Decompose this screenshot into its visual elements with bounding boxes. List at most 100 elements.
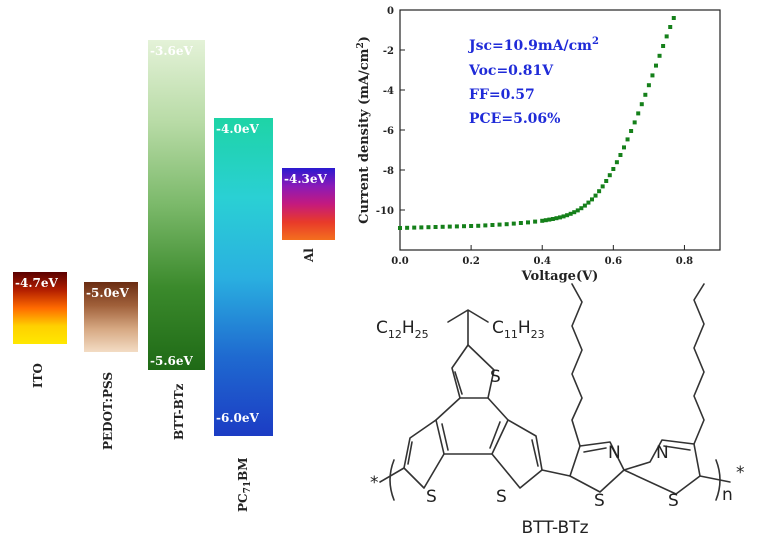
y-tick-label: -8 xyxy=(383,166,394,177)
data-point xyxy=(497,222,502,227)
x-tick-label: 0.4 xyxy=(534,256,551,267)
jv-chart: 0.0 0.2 0.4 0.6 0.8 0-2-4-6-8-10 Voltage(V) … xyxy=(356,6,721,284)
right-thiophene xyxy=(491,419,543,489)
data-point xyxy=(643,92,648,97)
end-bond-right xyxy=(699,475,731,483)
pc71bm-homo-label: -6.0eV xyxy=(216,411,259,425)
data-point xyxy=(625,137,630,142)
thiazole-1 xyxy=(569,441,625,493)
data-point xyxy=(579,206,584,211)
data-point xyxy=(440,224,445,229)
data-point xyxy=(565,213,570,218)
y-axis-label-main: Current density (mA/cm xyxy=(357,48,372,224)
pc71bm-lumo-label: -4.0eV xyxy=(216,122,259,136)
pc71bm-name: PC71BM xyxy=(236,457,253,512)
annotation-jsc: Jsc=10.9mA/cm2 xyxy=(467,36,599,54)
x-axis-label: Voltage(V) xyxy=(521,269,599,284)
annotation-pce: PCE=5.06% xyxy=(469,111,560,127)
pc71bm-level-bar xyxy=(214,118,273,436)
data-point xyxy=(607,173,612,178)
x-axis: 0.0 0.2 0.4 0.6 0.8 xyxy=(391,245,693,267)
data-point xyxy=(639,102,644,107)
alkyl-chain-1 xyxy=(571,283,583,447)
data-point xyxy=(636,111,641,116)
data-point xyxy=(558,215,562,220)
data-point xyxy=(632,120,637,125)
s-atom-left: S xyxy=(426,487,437,507)
btt-btz-homo-label: -5.6eV xyxy=(150,354,193,368)
data-point xyxy=(629,129,634,133)
data-point xyxy=(654,63,658,68)
data-point xyxy=(646,83,651,88)
data-point xyxy=(547,217,552,222)
side-chain-label: C12H25 xyxy=(376,318,429,341)
y-axis-label: Current density (mA/cm2) xyxy=(356,36,372,224)
pc71bm-name-end: BM xyxy=(236,457,250,480)
al-name: Al xyxy=(302,248,316,263)
data-point xyxy=(433,225,438,229)
y-axis-label-end: ) xyxy=(357,36,372,42)
btt-btz-structure: C12H25 C11H23 S S S N S N S * xyxy=(370,283,745,538)
ito-level-label: -4.7eV xyxy=(15,276,58,290)
data-point xyxy=(650,73,655,78)
c11-sub: 11 xyxy=(504,328,518,341)
branch-bonds xyxy=(447,309,489,346)
n-atom-1: N xyxy=(608,443,621,463)
c11-atom: C xyxy=(492,318,504,338)
data-point xyxy=(419,225,424,230)
energy-level-diagram: -4.7eV ITO -5.0eV PEDOT:PSS -3.6eV -5.6e… xyxy=(13,40,335,512)
ito-level-bar xyxy=(13,272,67,344)
jv-series xyxy=(398,16,676,230)
ito-name: ITO xyxy=(31,363,45,388)
s-atom-thiazole-1: S xyxy=(594,491,605,511)
pedot-pss-name: PEDOT:PSS xyxy=(101,372,115,450)
data-point xyxy=(614,160,619,165)
data-point xyxy=(664,34,669,39)
c12-atom: C xyxy=(376,318,388,338)
y-tick-label: 0 xyxy=(387,6,394,17)
data-point xyxy=(540,218,545,223)
data-point xyxy=(657,53,662,58)
data-point xyxy=(490,223,495,227)
y-tick-label: -10 xyxy=(376,206,394,217)
side-chain-label-2: C11H23 xyxy=(492,318,545,341)
x-tick-label: 0.0 xyxy=(391,256,408,267)
y-tick-label: -6 xyxy=(383,126,394,137)
repeat-n: n xyxy=(722,485,733,505)
h25-sub: 25 xyxy=(415,328,429,341)
data-point xyxy=(668,25,673,29)
data-point xyxy=(661,44,666,48)
data-point xyxy=(618,153,623,157)
data-point xyxy=(476,223,481,228)
y-tick-label: -4 xyxy=(383,86,394,97)
x-tick-label: 0.2 xyxy=(462,256,479,267)
h23-atom: H xyxy=(518,318,531,338)
pc71bm-name-main: PC xyxy=(236,493,250,512)
data-point xyxy=(582,203,587,208)
y-axis: 0 -2 -4 -6 -8 -10 xyxy=(376,6,405,217)
y-tick-label: -2 xyxy=(383,46,394,57)
s-atom-top: S xyxy=(490,367,501,387)
data-point xyxy=(575,208,580,213)
s-atom-right: S xyxy=(496,487,507,507)
pedot-pss-level-label: -5.0eV xyxy=(86,286,129,300)
structure-name: BTT-BTz xyxy=(521,518,588,538)
data-point xyxy=(604,179,609,183)
data-point xyxy=(533,219,538,224)
end-bond-left xyxy=(379,467,405,483)
data-point xyxy=(590,197,594,202)
data-point xyxy=(405,225,410,230)
data-point xyxy=(586,200,591,205)
data-point xyxy=(561,214,566,219)
bracket-right xyxy=(715,459,721,501)
data-point xyxy=(483,223,488,228)
n-atom-2: N xyxy=(656,443,669,463)
al-level-label: -4.3eV xyxy=(284,172,327,186)
data-point xyxy=(454,224,459,229)
data-point xyxy=(572,210,577,215)
pedot-pss-level-bar xyxy=(84,282,138,352)
al-level-bar xyxy=(282,168,335,240)
benzene-core xyxy=(435,397,509,455)
